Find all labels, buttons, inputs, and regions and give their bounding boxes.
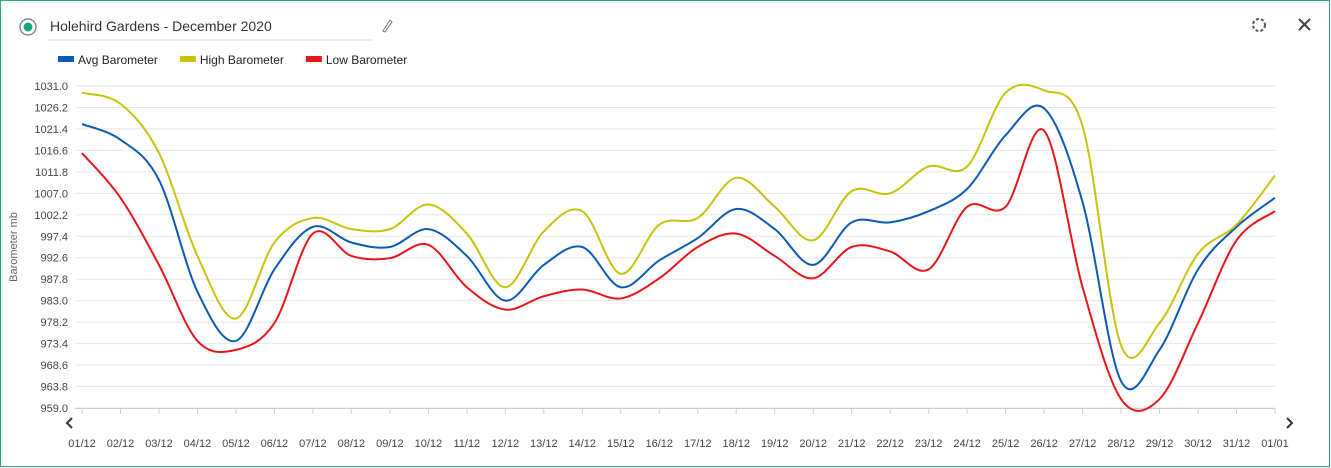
x-tick-label: 25/12 <box>992 438 1020 450</box>
x-tick-label: 29/12 <box>1146 438 1174 450</box>
y-tick-label: 1002.2 <box>34 210 68 222</box>
legend-label: High Barometer <box>200 53 284 67</box>
x-tick-label: 24/12 <box>953 438 981 450</box>
legend-swatch <box>58 56 74 62</box>
y-tick-label: 973.4 <box>40 339 68 351</box>
y-tick-label: 997.4 <box>40 231 68 243</box>
x-tick-label: 05/12 <box>222 438 250 450</box>
edit-icon[interactable] <box>382 19 393 33</box>
x-tick-label: 06/12 <box>261 438 289 450</box>
series-line <box>81 128 1276 412</box>
y-tick-label: 992.6 <box>40 253 68 265</box>
x-tick-label: 12/12 <box>492 438 520 450</box>
y-tick-label: 983.0 <box>40 296 68 308</box>
x-tick-label: 03/12 <box>145 438 173 450</box>
x-tick-label: 21/12 <box>838 438 866 450</box>
y-tick-label: 959.0 <box>40 403 68 415</box>
x-tick-label: 23/12 <box>915 438 943 450</box>
x-tick-label: 01/12 <box>68 438 96 450</box>
x-tick-label: 02/12 <box>107 438 135 450</box>
x-tick-label: 14/12 <box>569 438 597 450</box>
x-tick-label: 13/12 <box>530 438 558 450</box>
x-tick-label: 07/12 <box>299 438 327 450</box>
y-tick-label: 1031.0 <box>34 81 68 93</box>
y-tick-label: 978.2 <box>40 317 68 329</box>
y-tick-label: 1011.8 <box>35 167 68 179</box>
y-tick-label: 987.8 <box>40 274 68 286</box>
close-icon[interactable] <box>1298 18 1311 31</box>
y-tick-label: 968.6 <box>40 360 68 372</box>
series-line <box>81 83 1276 359</box>
legend-swatch <box>179 56 196 62</box>
x-tick-label: 16/12 <box>645 438 673 450</box>
x-tick-label: 04/12 <box>184 438 212 450</box>
series-line <box>81 104 1276 391</box>
status-dot <box>23 22 33 32</box>
y-tick-label: 1007.0 <box>34 188 68 200</box>
scroll-left[interactable] <box>65 417 73 429</box>
settings-icon[interactable] <box>1252 18 1266 32</box>
x-tick-label: 20/12 <box>799 438 827 450</box>
x-tick-label: 18/12 <box>722 438 750 450</box>
x-tick-label: 19/12 <box>761 438 789 450</box>
x-tick-label: 15/12 <box>607 438 635 450</box>
x-tick-label: 09/12 <box>376 438 404 450</box>
x-tick-label: 31/12 <box>1223 438 1251 450</box>
x-tick-label: 22/12 <box>876 438 904 450</box>
y-tick-label: 1026.2 <box>34 102 68 114</box>
x-tick-label: 01/01 <box>1261 438 1289 450</box>
x-tick-label: 27/12 <box>1069 438 1097 450</box>
status-ring <box>19 18 37 36</box>
x-tick-label: 11/12 <box>453 438 480 450</box>
x-tick-label: 08/12 <box>338 438 366 450</box>
chart-title: Holehird Gardens - December 2020 <box>50 18 272 34</box>
scroll-right[interactable] <box>1286 417 1294 429</box>
x-tick-label: 26/12 <box>1030 438 1058 450</box>
legend-label: Avg Barometer <box>78 53 158 67</box>
legend-swatch <box>305 56 322 62</box>
legend-label: Low Barometer <box>326 53 407 67</box>
y-tick-label: 1021.4 <box>34 124 68 136</box>
x-tick-label: 10/12 <box>415 438 443 450</box>
x-tick-label: 30/12 <box>1184 438 1212 450</box>
x-tick-label: 17/12 <box>684 438 712 450</box>
y-tick-label: 963.8 <box>40 382 68 394</box>
x-tick-label: 28/12 <box>1107 438 1135 450</box>
y-tick-label: 1016.6 <box>34 145 68 157</box>
y-axis-label: Barometer mb <box>8 212 20 282</box>
